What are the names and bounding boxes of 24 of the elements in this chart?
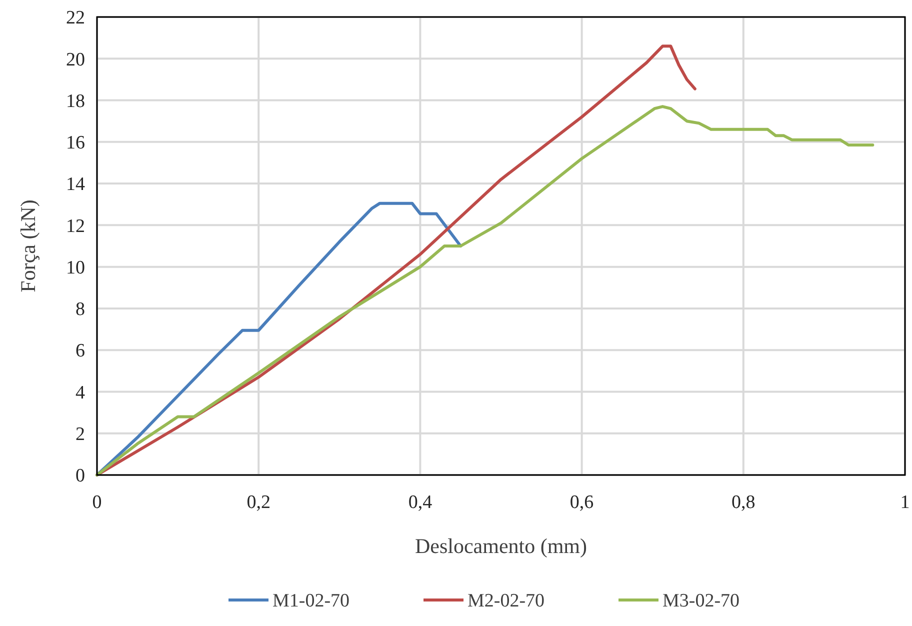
y-tick-label: 8 (76, 299, 85, 320)
x-tick-label: 1 (900, 492, 910, 513)
y-tick-label: 10 (66, 257, 85, 278)
legend-label: M2-02-70 (468, 590, 545, 612)
y-tick-label: 16 (66, 132, 85, 154)
line-series (96, 105, 874, 476)
y-tick-label: 4 (76, 382, 86, 404)
y-tick-label: 14 (66, 174, 86, 196)
x-tick-label: 0,6 (570, 492, 594, 513)
y-tick-label: 20 (66, 49, 85, 70)
x-axis-title: Deslocamento (mm) (414, 534, 588, 558)
y-tick-label: 22 (66, 8, 85, 29)
y-tick-label: 12 (66, 216, 85, 237)
x-tick-label: 0,2 (246, 492, 270, 513)
x-tick-label: 0 (92, 492, 102, 513)
x-tick-label: 0,8 (732, 492, 756, 513)
y-tick-label: 18 (66, 90, 85, 112)
y-tick-label: 6 (76, 340, 85, 362)
legend-label: M1-02-70 (272, 590, 350, 612)
x-tick-label: 0,4 (408, 492, 433, 513)
y-tick-label: 0 (76, 466, 85, 487)
y-tick-label: 2 (76, 424, 85, 446)
legend-label: M3-02-70 (662, 590, 740, 612)
y-axis-title: Força (kN) (16, 200, 40, 292)
